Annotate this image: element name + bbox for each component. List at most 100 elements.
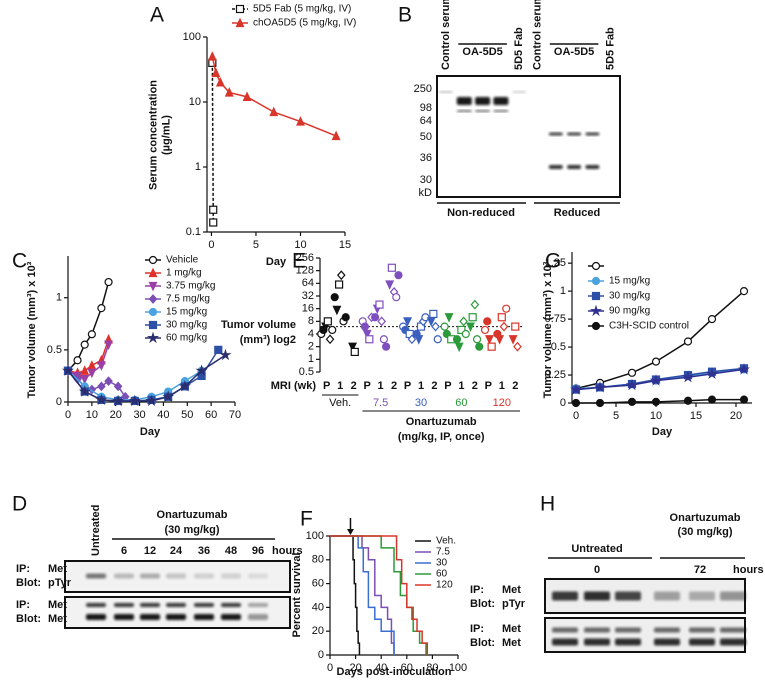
panel-label: B: [398, 4, 412, 27]
legend-label: 1 mg/kg: [166, 268, 202, 279]
data-point: [681, 370, 695, 383]
data-point: [571, 398, 581, 408]
blot-band: [140, 603, 160, 607]
data-point: [219, 348, 232, 361]
row-label: Met: [502, 623, 521, 635]
data-point: [569, 383, 583, 395]
blot-band: [166, 614, 186, 620]
data-point: [296, 116, 305, 126]
x-tick-label: 20: [110, 409, 122, 421]
data-point: [487, 342, 496, 351]
x-tick-label: 0: [327, 662, 333, 674]
data-point: [211, 67, 221, 78]
data-point: [683, 396, 693, 405]
blot-band: [166, 573, 186, 579]
time-label: 6: [121, 545, 127, 557]
row-label: Met: [48, 599, 67, 611]
lane-label: OA-5D5: [554, 46, 594, 58]
data-point: [95, 393, 108, 406]
lane-label: OA-5D5: [462, 46, 502, 58]
x-tick-label: 1: [337, 380, 343, 392]
data-point: [495, 335, 505, 345]
panel-label: H: [540, 493, 555, 516]
blot-band: [248, 573, 268, 579]
x-tick-label: 1: [458, 380, 464, 392]
data-point: [484, 335, 494, 345]
survival-curve: [330, 535, 361, 655]
blot-band: [439, 91, 453, 93]
blot-band: [585, 165, 600, 169]
blot-band: [615, 627, 641, 633]
y-tick-label: 80: [312, 554, 324, 566]
data-point: [87, 368, 97, 379]
data-point: [459, 316, 468, 327]
survival-curve: [330, 535, 395, 655]
legend-label: 90 mg/kg: [609, 306, 650, 317]
mw-marker: 98: [420, 102, 432, 114]
legend-label: 60 mg/kg: [166, 333, 207, 344]
time-label: 24: [170, 545, 183, 557]
blot-band: [194, 603, 214, 607]
blot-band: [615, 591, 641, 601]
y-tick-label: 256: [296, 252, 314, 264]
blot-band: [248, 603, 268, 607]
panel-label: A: [150, 4, 164, 27]
data-point: [73, 356, 82, 365]
x-tick-label: 0: [573, 410, 579, 422]
row-label: pTyr: [48, 577, 72, 589]
x-tick-label: P: [485, 380, 492, 392]
blot-band: [140, 573, 160, 579]
blot-band: [585, 132, 600, 136]
data-point: [97, 304, 106, 313]
blot-band: [689, 591, 715, 601]
data-point: [87, 330, 96, 339]
data-point: [379, 335, 388, 344]
group-label: 30: [415, 397, 427, 409]
row-label: pTyr: [502, 598, 526, 610]
data-point: [403, 317, 412, 327]
y-tick-label: 16: [302, 303, 314, 315]
series-line: [575, 290, 745, 390]
blot-band: [615, 638, 641, 646]
data-point: [593, 380, 607, 393]
data-point: [78, 385, 91, 397]
data-point: [433, 335, 442, 344]
data-point: [178, 380, 191, 392]
data-point: [214, 345, 223, 354]
lane-label: 5D5 Fab: [605, 27, 617, 70]
x-tick-label: 5: [613, 410, 619, 422]
legend-marker: [146, 331, 160, 344]
row-label: Met: [48, 563, 67, 575]
x-tick-label: 80: [426, 662, 438, 674]
lane-label: Control serum: [440, 0, 452, 70]
x-tick-label: 60: [401, 662, 413, 674]
data-point: [480, 325, 490, 335]
x-tick-label: 1: [418, 380, 424, 392]
data-point: [348, 342, 358, 353]
mw-marker: 64: [420, 115, 432, 127]
time-label: 36: [198, 545, 210, 557]
data-point: [475, 342, 484, 351]
y-tick-label: 100: [306, 530, 324, 542]
condition-label: Non-reduced: [447, 207, 515, 219]
x-tick-label: 15: [339, 239, 351, 251]
data-point: [387, 263, 396, 272]
mw-marker: kD: [419, 187, 433, 199]
survival-curve: [330, 535, 427, 655]
x-tick-label: 2: [472, 380, 478, 392]
y-tick-label: 0: [318, 649, 324, 661]
legend-marker: [591, 321, 601, 331]
x-tick-label: P: [323, 380, 330, 392]
row-label: IP:: [16, 563, 30, 575]
x-tick-label: 100: [449, 662, 467, 674]
blot-band: [654, 638, 680, 646]
y-axis-label: Tumor volume: [221, 319, 296, 331]
legend-label: 7.5: [436, 547, 450, 558]
data-point: [377, 316, 386, 327]
series-line: [211, 62, 214, 223]
row-label: Met: [502, 584, 521, 596]
y-axis-label: Percent survival: [291, 553, 303, 638]
y-tick-label: 0: [56, 396, 62, 408]
data-point: [323, 317, 332, 326]
